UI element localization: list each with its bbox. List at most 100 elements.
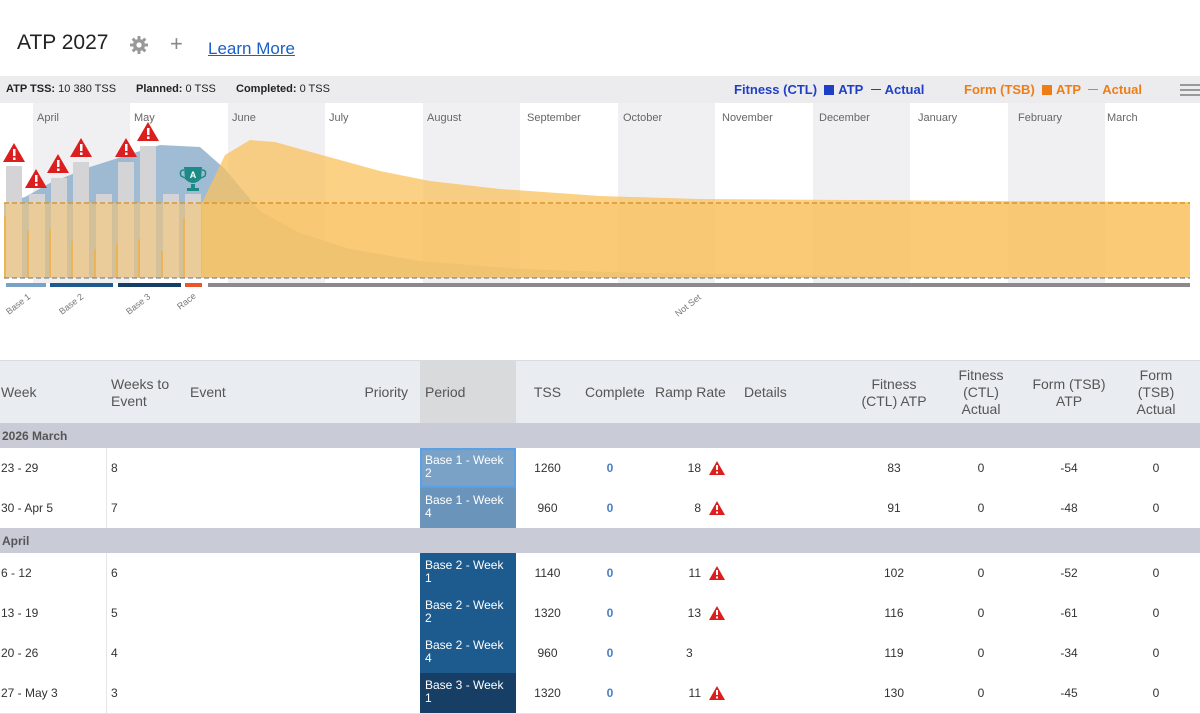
week-cell: 20 - 26: [1, 633, 107, 673]
fitness-actual-cell: 0: [977, 501, 985, 515]
ramp-rate-cell: 11: [655, 553, 725, 593]
col-week[interactable]: Week: [1, 384, 37, 400]
atp-chart: April May June July August September Oct…: [3, 103, 1190, 319]
completed-cell: 0: [606, 646, 614, 660]
month-label: October: [623, 112, 662, 124]
period-cell[interactable]: Base 1 - Week 4: [420, 488, 516, 528]
month-label: April: [37, 112, 59, 124]
col-form-atp[interactable]: Form (TSB) ATP: [1032, 375, 1106, 409]
phase-label: Base 2: [57, 291, 85, 316]
col-event[interactable]: Event: [190, 384, 226, 400]
month-label: September: [527, 112, 581, 124]
warning-icons: [3, 122, 159, 188]
form-actual-cell: 0: [1152, 686, 1160, 700]
race-trophy-icon[interactable]: A: [179, 167, 207, 191]
tss-cell[interactable]: 1320: [534, 606, 561, 620]
form-atp-cell: -61: [1060, 606, 1078, 620]
ramp-rate-cell: 13: [655, 593, 725, 633]
col-tss[interactable]: TSS: [533, 384, 562, 400]
legend-form[interactable]: Form (TSB) ATP Actual: [964, 82, 1143, 97]
week-cell: 13 - 19: [1, 593, 107, 633]
learn-more-link[interactable]: Learn More: [208, 39, 295, 58]
month-label: August: [427, 112, 461, 124]
atp-tss-stat: ATP TSS: 10 380 TSS: [6, 83, 117, 95]
col-form-actual[interactable]: Form (TSB) Actual: [1136, 367, 1176, 417]
weeks-to-event-cell: 6: [111, 566, 118, 580]
table-row[interactable]: 23 - 29 8 Base 1 - Week 2 1260 0 18 83 0…: [0, 448, 1200, 489]
week-cell: 30 - Apr 5: [1, 488, 107, 528]
col-fitness-atp[interactable]: Fitness (CTL) ATP: [861, 375, 927, 409]
month-label: June: [232, 112, 256, 124]
period-cell[interactable]: Base 2 - Week 1: [420, 553, 516, 593]
tss-cell[interactable]: 1260: [534, 461, 561, 475]
form-actual-cell: 0: [1152, 606, 1160, 620]
legend-square-icon: [1042, 85, 1053, 95]
table-row[interactable]: 27 - May 3 3 Base 3 - Week 1 1320 0 11 1…: [0, 673, 1200, 714]
tss-cell[interactable]: 960: [537, 646, 558, 660]
page-title: ATP 2027: [17, 31, 109, 54]
phase-bar-race: [185, 283, 202, 287]
form-actual-cell: 0: [1152, 461, 1160, 475]
table-row[interactable]: 6 - 12 6 Base 2 - Week 1 1140 0 11 102 0…: [0, 553, 1200, 594]
form-actual-cell: 0: [1152, 646, 1160, 660]
tss-cell[interactable]: 960: [537, 501, 558, 515]
gear-icon[interactable]: [129, 35, 149, 55]
table-row[interactable]: 20 - 26 4 Base 2 - Week 4 960 0 3 119 0 …: [0, 633, 1200, 674]
col-completed[interactable]: Completed: [585, 384, 644, 400]
page-header: ATP 2027 + Learn More: [0, 0, 1200, 76]
ramp-rate-cell: 11: [655, 673, 725, 713]
legend-line-icon: [870, 89, 881, 90]
month-label: May: [134, 112, 155, 124]
form-atp-cell: -52: [1060, 566, 1078, 580]
fitness-atp-cell: 130: [883, 686, 905, 700]
col-priority[interactable]: Priority: [364, 384, 408, 400]
form-actual-cell: 0: [1152, 566, 1160, 580]
completed-cell: 0: [606, 501, 614, 515]
svg-text:A: A: [190, 170, 197, 180]
warning-icon: [709, 686, 725, 700]
col-ramp-rate[interactable]: Ramp Rate: [655, 384, 726, 400]
col-weeks-to-event[interactable]: Weeks to Event: [111, 375, 170, 409]
phase-bar-not-set: [208, 283, 1190, 287]
phase-bar-base2: [50, 283, 113, 287]
warning-icon: [709, 566, 725, 580]
fitness-atp-cell: 119: [884, 646, 904, 660]
phase-label: Base 1: [4, 291, 32, 316]
add-icon[interactable]: +: [170, 31, 183, 56]
stats-bar: ATP TSS: 10 380 TSS Planned: 0 TSS Compl…: [0, 76, 1200, 103]
fitness-atp-cell: 102: [883, 566, 905, 580]
month-label: December: [819, 112, 870, 124]
month-label: November: [722, 112, 773, 124]
legend-line-icon: [1088, 89, 1099, 90]
form-band: [4, 203, 1190, 278]
hamburger-menu-icon[interactable]: [1180, 84, 1200, 96]
period-cell[interactable]: Base 1 - Week 2: [420, 448, 516, 488]
table-row[interactable]: 30 - Apr 5 7 Base 1 - Week 4 960 0 8 91 …: [0, 488, 1200, 529]
planned-stat: Planned: 0 TSS: [136, 83, 216, 95]
weeks-to-event-cell: 8: [111, 461, 118, 475]
legend-fitness[interactable]: Fitness (CTL) ATP Actual: [734, 82, 925, 97]
warning-icon: [709, 501, 725, 515]
col-fitness-actual[interactable]: Fitness (CTL) Actual: [958, 367, 1004, 417]
table-header: Week Weeks to Event Event Priority Perio…: [0, 360, 1200, 424]
weeks-to-event-cell: 3: [111, 686, 118, 700]
completed-cell: 0: [606, 606, 614, 620]
fitness-actual-cell: 0: [977, 646, 985, 660]
col-details[interactable]: Details: [744, 384, 787, 400]
tss-cell[interactable]: 1140: [534, 566, 561, 580]
col-period[interactable]: Period: [420, 361, 516, 424]
tss-cell[interactable]: 1320: [534, 686, 561, 700]
phase-bars: [6, 283, 1190, 287]
month-label: January: [918, 112, 958, 124]
warning-icon: [709, 461, 725, 475]
fitness-atp-cell: 116: [884, 606, 904, 620]
phase-label: Race: [175, 291, 198, 312]
month-label: March: [1107, 112, 1138, 124]
table-row[interactable]: 13 - 19 5 Base 2 - Week 2 1320 0 13 116 …: [0, 593, 1200, 634]
month-label: February: [1018, 112, 1063, 124]
period-cell[interactable]: Base 2 - Week 4: [420, 633, 516, 673]
period-cell[interactable]: Base 3 - Week 1: [420, 673, 516, 713]
fitness-actual-cell: 0: [977, 686, 985, 700]
ramp-rate-cell: 8: [655, 488, 725, 528]
period-cell[interactable]: Base 2 - Week 2: [420, 593, 516, 633]
